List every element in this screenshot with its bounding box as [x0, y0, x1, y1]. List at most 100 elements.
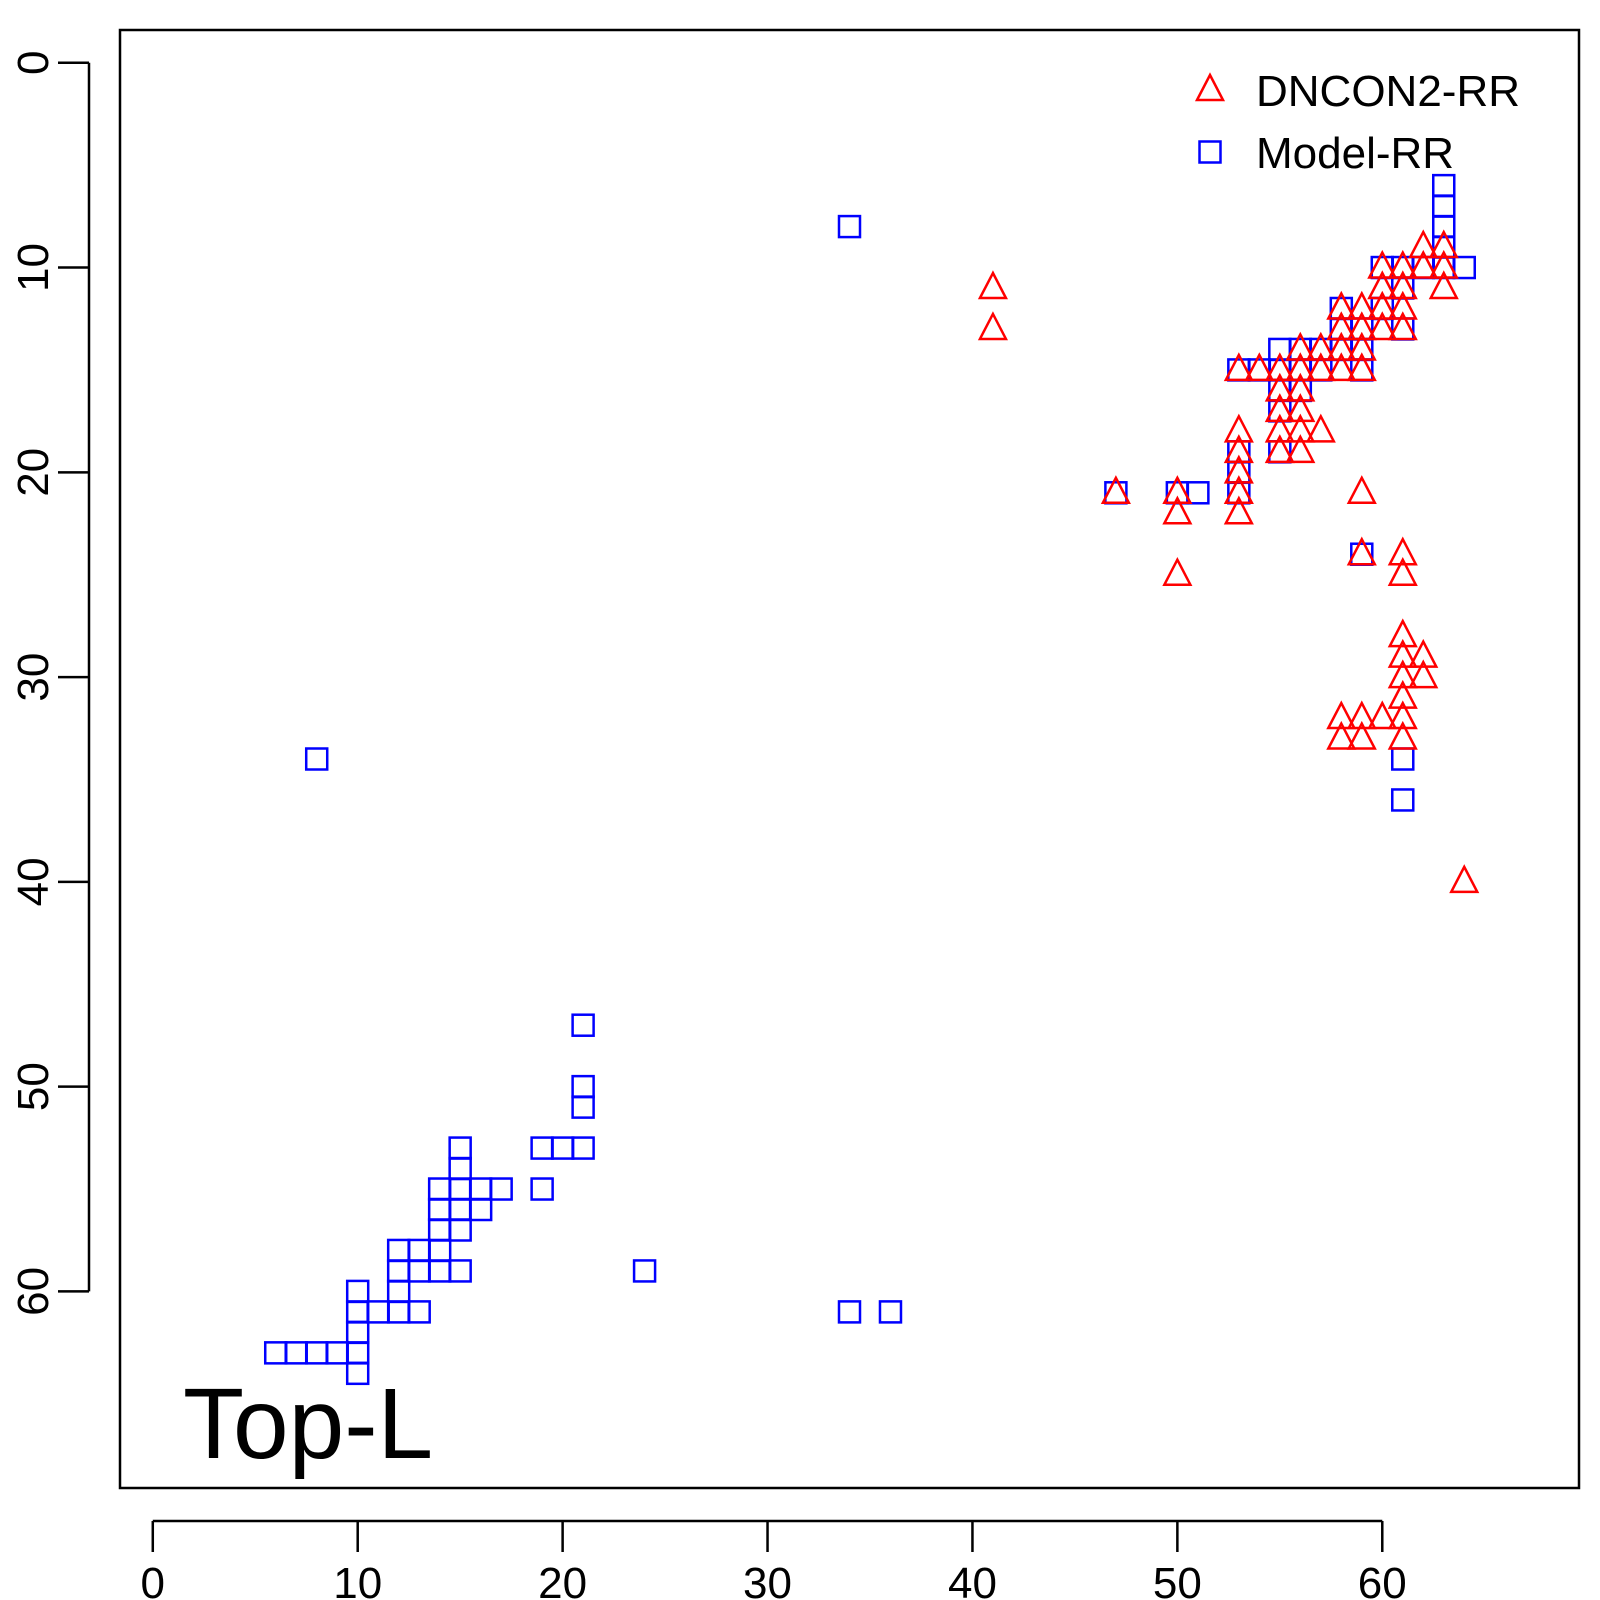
- point-triangle: [1367, 311, 1398, 341]
- point-triangle: [1346, 352, 1377, 382]
- y-tick-label: 40: [9, 857, 58, 906]
- point-triangle: [1326, 311, 1357, 341]
- x-tick-label: 10: [333, 1559, 382, 1600]
- point-square: [304, 747, 329, 771]
- point-triangle: [1162, 475, 1193, 505]
- point-triangle: [1387, 536, 1418, 566]
- point-triangle: [1387, 679, 1418, 709]
- point-triangle: [1326, 352, 1357, 382]
- series-model-rr: [263, 173, 1476, 1386]
- point-triangle: [1387, 311, 1418, 341]
- point-triangle: [1387, 270, 1418, 300]
- point-triangle: [1428, 249, 1459, 279]
- point-square: [407, 1259, 431, 1283]
- point-square: [1432, 194, 1456, 218]
- point-triangle: [1285, 372, 1316, 402]
- y-tick-label: 60: [9, 1267, 58, 1316]
- point-triangle: [977, 311, 1008, 341]
- point-triangle: [1162, 556, 1193, 586]
- point-square: [550, 1136, 575, 1160]
- point-square: [448, 1136, 472, 1160]
- point-square: [407, 1300, 431, 1324]
- point-square: [837, 214, 862, 239]
- point-square: [571, 1136, 595, 1160]
- point-square: [427, 1259, 452, 1283]
- point-triangle: [1428, 270, 1459, 300]
- point-triangle: [1264, 393, 1295, 423]
- point-triangle: [1387, 700, 1418, 730]
- point-square: [448, 1197, 472, 1222]
- point-triangle: [1346, 536, 1377, 566]
- point-triangle: [1387, 720, 1418, 750]
- series-dncon2-rr: [977, 229, 1480, 894]
- point-square: [386, 1259, 411, 1283]
- point-square: [427, 1177, 452, 1201]
- point-square: [386, 1238, 411, 1263]
- point-triangle: [1285, 393, 1316, 423]
- point-triangle: [1223, 352, 1254, 382]
- point-triangle: [1387, 638, 1418, 668]
- point-square: [448, 1156, 472, 1181]
- point-triangle: [1326, 720, 1357, 750]
- point-triangle: [1346, 720, 1377, 750]
- point-triangle: [1387, 556, 1418, 586]
- point-triangle: [1346, 331, 1377, 361]
- point-square: [386, 1300, 411, 1324]
- point-triangle: [1244, 352, 1275, 382]
- point-triangle: [1326, 700, 1357, 730]
- legend-triangle-marker: [1194, 72, 1226, 102]
- point-square: [468, 1177, 493, 1201]
- point-triangle: [1346, 475, 1377, 505]
- point-triangle: [1223, 454, 1254, 484]
- x-tick-label: 60: [1358, 1559, 1407, 1600]
- point-triangle: [1264, 352, 1295, 382]
- point-square: [878, 1300, 903, 1324]
- x-tick-label: 0: [141, 1559, 165, 1600]
- point-square: [1391, 747, 1415, 771]
- point-triangle: [1367, 700, 1398, 730]
- y-tick-label: 10: [9, 243, 58, 292]
- data-points: [263, 173, 1480, 1386]
- point-triangle: [1326, 331, 1357, 361]
- point-square: [345, 1279, 370, 1304]
- point-triangle: [1223, 434, 1254, 464]
- point-triangle: [1326, 290, 1357, 320]
- y-tick-label: 20: [9, 448, 58, 497]
- x-tick-label: 30: [743, 1559, 792, 1600]
- y-tick-label: 50: [9, 1062, 58, 1111]
- point-triangle: [1100, 475, 1131, 505]
- point-triangle: [1408, 229, 1439, 259]
- point-triangle: [1346, 290, 1377, 320]
- point-square: [530, 1136, 554, 1160]
- x-tick-label: 50: [1153, 1559, 1202, 1600]
- point-triangle: [1449, 864, 1480, 894]
- point-square: [489, 1177, 513, 1201]
- point-triangle: [1305, 331, 1336, 361]
- point-triangle: [1367, 249, 1398, 279]
- point-square: [571, 1074, 595, 1099]
- legend: DNCON2-RR Model-RR: [1194, 67, 1520, 178]
- point-triangle: [1408, 659, 1439, 689]
- point-square: [345, 1341, 370, 1365]
- legend-label: DNCON2-RR: [1256, 67, 1520, 116]
- point-square: [427, 1238, 452, 1263]
- point-square: [304, 1341, 329, 1365]
- point-square: [448, 1259, 472, 1283]
- point-triangle: [977, 270, 1008, 300]
- point-square: [345, 1361, 370, 1386]
- point-triangle: [1285, 434, 1316, 464]
- point-square: [345, 1320, 370, 1345]
- point-square: [632, 1259, 657, 1283]
- point-triangle: [1367, 290, 1398, 320]
- legend-label: Model-RR: [1256, 129, 1454, 178]
- point-triangle: [1285, 352, 1316, 382]
- point-triangle: [1346, 700, 1377, 730]
- point-triangle: [1408, 249, 1439, 279]
- point-square: [571, 1095, 595, 1119]
- point-square: [448, 1177, 472, 1201]
- point-square: [427, 1218, 452, 1242]
- x-tick-label: 40: [948, 1559, 997, 1600]
- legend-square-marker: [1198, 140, 1222, 164]
- point-square: [1452, 255, 1476, 280]
